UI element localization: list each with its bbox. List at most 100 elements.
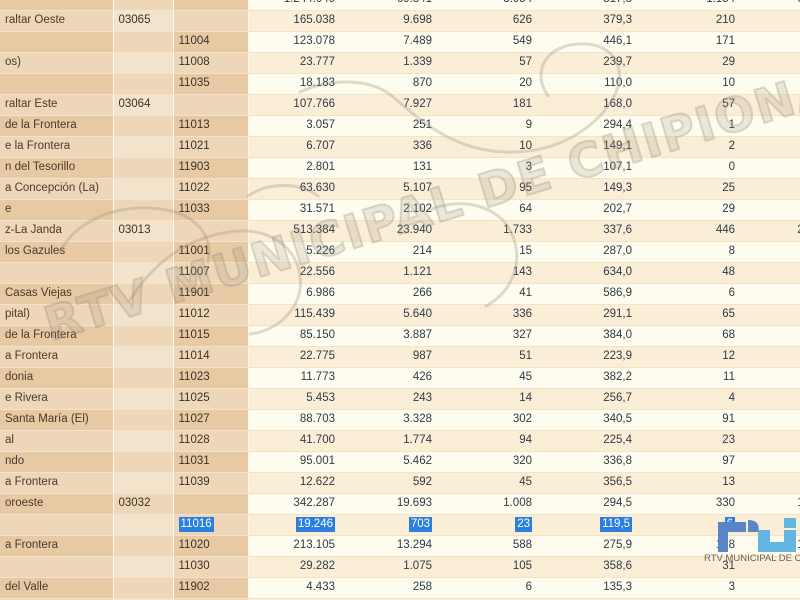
table-cell[interactable]: del Valle: [0, 577, 114, 599]
table-cell[interactable]: [113, 304, 174, 326]
table-cell[interactable]: 5: [740, 304, 800, 326]
table-cell[interactable]: 6.707: [248, 136, 340, 158]
table-cell[interactable]: 251: [340, 115, 437, 137]
table-cell[interactable]: 13: [740, 535, 800, 557]
table-cell[interactable]: [113, 136, 174, 158]
table-cell[interactable]: [113, 178, 174, 200]
table-cell[interactable]: [740, 577, 800, 599]
table-cell[interactable]: 107.766: [248, 94, 340, 116]
table-cell[interactable]: 11901: [173, 283, 249, 305]
table-cell[interactable]: 171: [637, 31, 740, 53]
table-cell[interactable]: [740, 283, 800, 305]
table-cell[interactable]: 3.057: [248, 115, 340, 137]
table-cell[interactable]: 446: [637, 220, 740, 242]
table-cell[interactable]: a Concepción (La): [0, 178, 114, 200]
table-row[interactable]: de la Frontera 11015 85.150 3.887 327 384,0 68…: [0, 325, 800, 347]
table-cell[interactable]: 7: [740, 31, 800, 53]
table-cell[interactable]: 294,5: [537, 493, 637, 515]
table-cell[interactable]: [113, 115, 174, 137]
table-cell[interactable]: 586,9: [537, 283, 637, 305]
table-row[interactable]: Casas Viejas 11901 6.986 266 41 586,9 6: [0, 283, 800, 305]
table-cell[interactable]: 85.150: [248, 325, 340, 347]
table-cell[interactable]: e Rivera: [0, 388, 114, 410]
table-cell[interactable]: 9: [740, 10, 800, 32]
table-cell[interactable]: [113, 514, 174, 536]
table-cell[interactable]: 11903: [173, 157, 249, 179]
table-cell[interactable]: n del Tesorillo: [0, 157, 114, 179]
table-row[interactable]: a Concepción (La) 11022 63.630 5.107 95 149,3…: [0, 178, 800, 200]
table-cell[interactable]: 626: [437, 10, 537, 32]
table-cell[interactable]: 31.571: [248, 199, 340, 221]
table-cell[interactable]: 10: [437, 136, 537, 158]
table-row[interactable]: a Frontera 11039 12.622 592 45 356,5 13: [0, 472, 800, 494]
table-cell[interactable]: 107,1: [537, 157, 637, 179]
table-cell[interactable]: 592: [340, 472, 437, 494]
table-cell[interactable]: Casas Viejas: [0, 283, 114, 305]
table-cell[interactable]: 48: [637, 262, 740, 284]
table-cell[interactable]: 03064: [113, 94, 174, 116]
table-cell[interactable]: 131: [340, 157, 437, 179]
table-cell[interactable]: 5.640: [340, 304, 437, 326]
table-cell[interactable]: 3: [637, 577, 740, 599]
table-cell[interactable]: [113, 283, 174, 305]
table-cell[interactable]: 111: [637, 598, 740, 600]
table-row[interactable]: n del Tesorillo 11903 2.801 131 3 107,1 0: [0, 157, 800, 179]
table-cell[interactable]: los Gazules: [0, 241, 114, 263]
table-row[interactable]: los Gazules 11001 5.226 214 15 287,0 8: [0, 241, 800, 263]
table-cell[interactable]: 2: [637, 136, 740, 158]
table-cell[interactable]: 256,7: [537, 388, 637, 410]
table-cell[interactable]: 29.282: [248, 556, 340, 578]
table-cell[interactable]: 1: [740, 556, 800, 578]
table-cell[interactable]: 8: [637, 241, 740, 263]
table-cell[interactable]: 12: [637, 346, 740, 368]
table-cell[interactable]: 336,8: [537, 451, 637, 473]
table-cell[interactable]: [113, 52, 174, 74]
table-cell[interactable]: 266: [340, 283, 437, 305]
table-cell[interactable]: 513.384: [248, 220, 340, 242]
table-cell[interactable]: 13.294: [340, 535, 437, 557]
table-cell[interactable]: 69.205: [248, 598, 340, 600]
table-row[interactable]: a Frontera 11014 22.775 987 51 223,9 12: [0, 346, 800, 368]
table-cell[interactable]: 11015: [173, 325, 249, 347]
table-cell[interactable]: 6: [637, 283, 740, 305]
table-cell[interactable]: 1.733: [437, 220, 537, 242]
table-cell[interactable]: 3: [740, 94, 800, 116]
table-cell[interactable]: 5: [740, 178, 800, 200]
table-row[interactable]: de la Frontera 11013 3.057 251 9 294,4 1: [0, 115, 800, 137]
table-cell[interactable]: 29: [637, 199, 740, 221]
table-cell[interactable]: [113, 262, 174, 284]
table-cell[interactable]: [113, 31, 174, 53]
table-cell[interactable]: [173, 220, 249, 242]
table-cell[interactable]: 11023: [173, 367, 249, 389]
table-cell[interactable]: 1.121: [340, 262, 437, 284]
table-cell[interactable]: 18.183: [248, 73, 340, 95]
table-cell[interactable]: 119,5: [537, 514, 637, 536]
table-cell[interactable]: [740, 157, 800, 179]
table-cell[interactable]: [740, 472, 800, 494]
table-cell[interactable]: 214: [340, 241, 437, 263]
table-cell[interactable]: 426: [340, 367, 437, 389]
table-cell[interactable]: 23: [637, 430, 740, 452]
table-cell[interactable]: e: [0, 199, 114, 221]
table-cell[interactable]: 11035: [173, 73, 249, 95]
table-cell[interactable]: 69.341: [340, 0, 437, 11]
table-cell[interactable]: 20: [437, 73, 537, 95]
table-cell[interactable]: os): [0, 52, 114, 74]
table-cell[interactable]: 870: [340, 73, 437, 95]
table-cell[interactable]: donia: [0, 367, 114, 389]
table-cell[interactable]: 358,6: [537, 556, 637, 578]
table-cell[interactable]: [113, 325, 174, 347]
table-cell[interactable]: 340,5: [537, 409, 637, 431]
table-cell[interactable]: 45: [437, 367, 537, 389]
table-cell[interactable]: 11902: [173, 577, 249, 599]
table-cell[interactable]: 11004: [173, 31, 249, 53]
table-cell[interactable]: 225,4: [537, 430, 637, 452]
table-cell[interactable]: 1: [740, 262, 800, 284]
table-cell[interactable]: 11020: [173, 535, 249, 557]
table-cell[interactable]: 588: [437, 535, 537, 557]
table-cell[interactable]: 22.775: [248, 346, 340, 368]
table-cell[interactable]: 11007: [173, 262, 249, 284]
